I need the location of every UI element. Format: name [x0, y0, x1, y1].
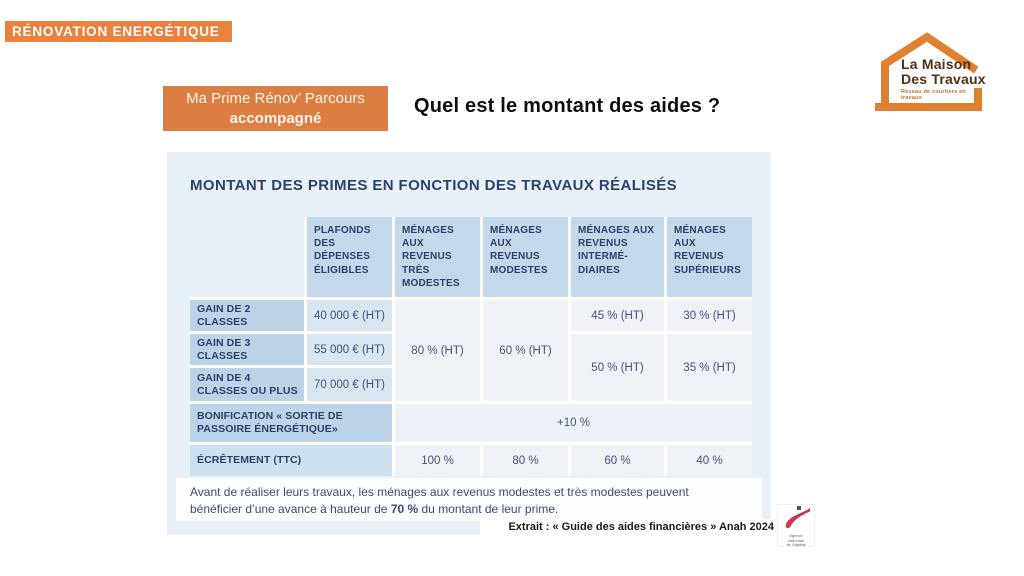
rate-tres-modestes: 80 % (HT): [395, 300, 480, 401]
anah-line3: de l’habitat: [786, 542, 806, 547]
col-header-plafonds: PLAFONDS DES DÉPENSES ÉLIGIBLES: [307, 217, 392, 297]
col-header-tres-modestes: MÉNAGES AUX REVENUS TRÈS MODESTES: [395, 217, 480, 297]
ma-prime-renov-box: Ma Prime Rénov’ Parcours accompagné: [163, 86, 388, 131]
row-label-gain-2: GAIN DE 2 CLASSES: [190, 300, 304, 331]
note-bold-70: 70 %: [390, 502, 419, 517]
col-header-superieurs: MÉNAGES AUX REVENUS SUPÉRIEURS: [667, 217, 752, 297]
la-maison-des-travaux-logo: La Maison Des Travaux Réseau de courtier…: [874, 31, 986, 113]
table-title: MONTANT DES PRIMES EN FONCTION DES TRAVA…: [190, 177, 678, 194]
bonification-value: +10 %: [395, 404, 752, 442]
source-citation: Extrait : « Guide des aides financières …: [480, 519, 774, 536]
rate-intermediaires-gain34: 50 % (HT): [571, 334, 664, 401]
advance-note: Avant de réaliser leurs travaux, les mén…: [176, 478, 762, 521]
anah-line1: Agence: [789, 533, 803, 538]
logo-line1: La Maison: [901, 56, 972, 72]
col-header-intermediaires: MÉNAGES AUX REVENUS INTERMÉ-DIAIRES: [571, 217, 664, 297]
plafond-gain-3: 55 000 € (HT): [307, 334, 392, 365]
anah-ribbon-icon: [785, 506, 810, 529]
note-text-1: Avant de réaliser leurs travaux, les mén…: [190, 485, 689, 517]
plafond-gain-2: 40 000 € (HT): [307, 300, 392, 331]
renovation-energetique-badge: RÉNOVATION ENERGÉTIQUE: [5, 21, 232, 42]
ecretement-intermediaires: 60 %: [571, 445, 664, 476]
row-label-gain-4: GAIN DE 4 CLASSES OU PLUS: [190, 368, 304, 401]
ecretement-tres-modestes: 100 %: [395, 445, 480, 476]
row-label-ecretement: ÉCRÊTEMENT (TTC): [190, 445, 392, 476]
primes-table: PLAFONDS DES DÉPENSES ÉLIGIBLES MÉNAGES …: [190, 217, 752, 476]
logo-line2: Des Travaux: [901, 71, 986, 87]
mpr-line2: accompagné: [229, 110, 322, 127]
anah-line2: nationale: [787, 537, 805, 543]
col-header-modestes: MÉNAGES AUX REVENUS MODESTES: [483, 217, 568, 297]
anah-logo: Agence nationale de l’habitat: [777, 504, 815, 547]
table-corner-empty: [190, 217, 304, 297]
note-text-2: du montant de leur prime.: [418, 502, 559, 517]
rate-superieurs-gain2: 30 % (HT): [667, 300, 752, 331]
row-label-gain-3: GAIN DE 3 CLASSES: [190, 334, 304, 365]
plafond-gain-4: 70 000 € (HT): [307, 368, 392, 401]
logo-text: La Maison Des Travaux Réseau de courtier…: [901, 56, 986, 102]
mpr-line1: Ma Prime Rénov’ Parcours: [186, 90, 365, 107]
ecretement-modestes: 80 %: [483, 445, 568, 476]
ecretement-superieurs: 40 %: [667, 445, 752, 476]
logo-subtitle: Réseau de courtiers en travaux: [901, 89, 966, 101]
rate-intermediaires-gain2: 45 % (HT): [571, 300, 664, 331]
row-label-bonification: BONIFICATION « SORTIE DE PASSOIRE ÉNERGÉ…: [190, 404, 392, 442]
house-outline-icon: [875, 32, 982, 111]
rate-modestes: 60 % (HT): [483, 300, 568, 401]
rate-superieurs-gain34: 35 % (HT): [667, 334, 752, 401]
page-title: Quel est le montant des aides ?: [414, 95, 721, 117]
anah-logo-text: Agence nationale de l’habitat: [778, 533, 814, 548]
primes-panel: MONTANT DES PRIMES EN FONCTION DES TRAVA…: [167, 152, 771, 535]
